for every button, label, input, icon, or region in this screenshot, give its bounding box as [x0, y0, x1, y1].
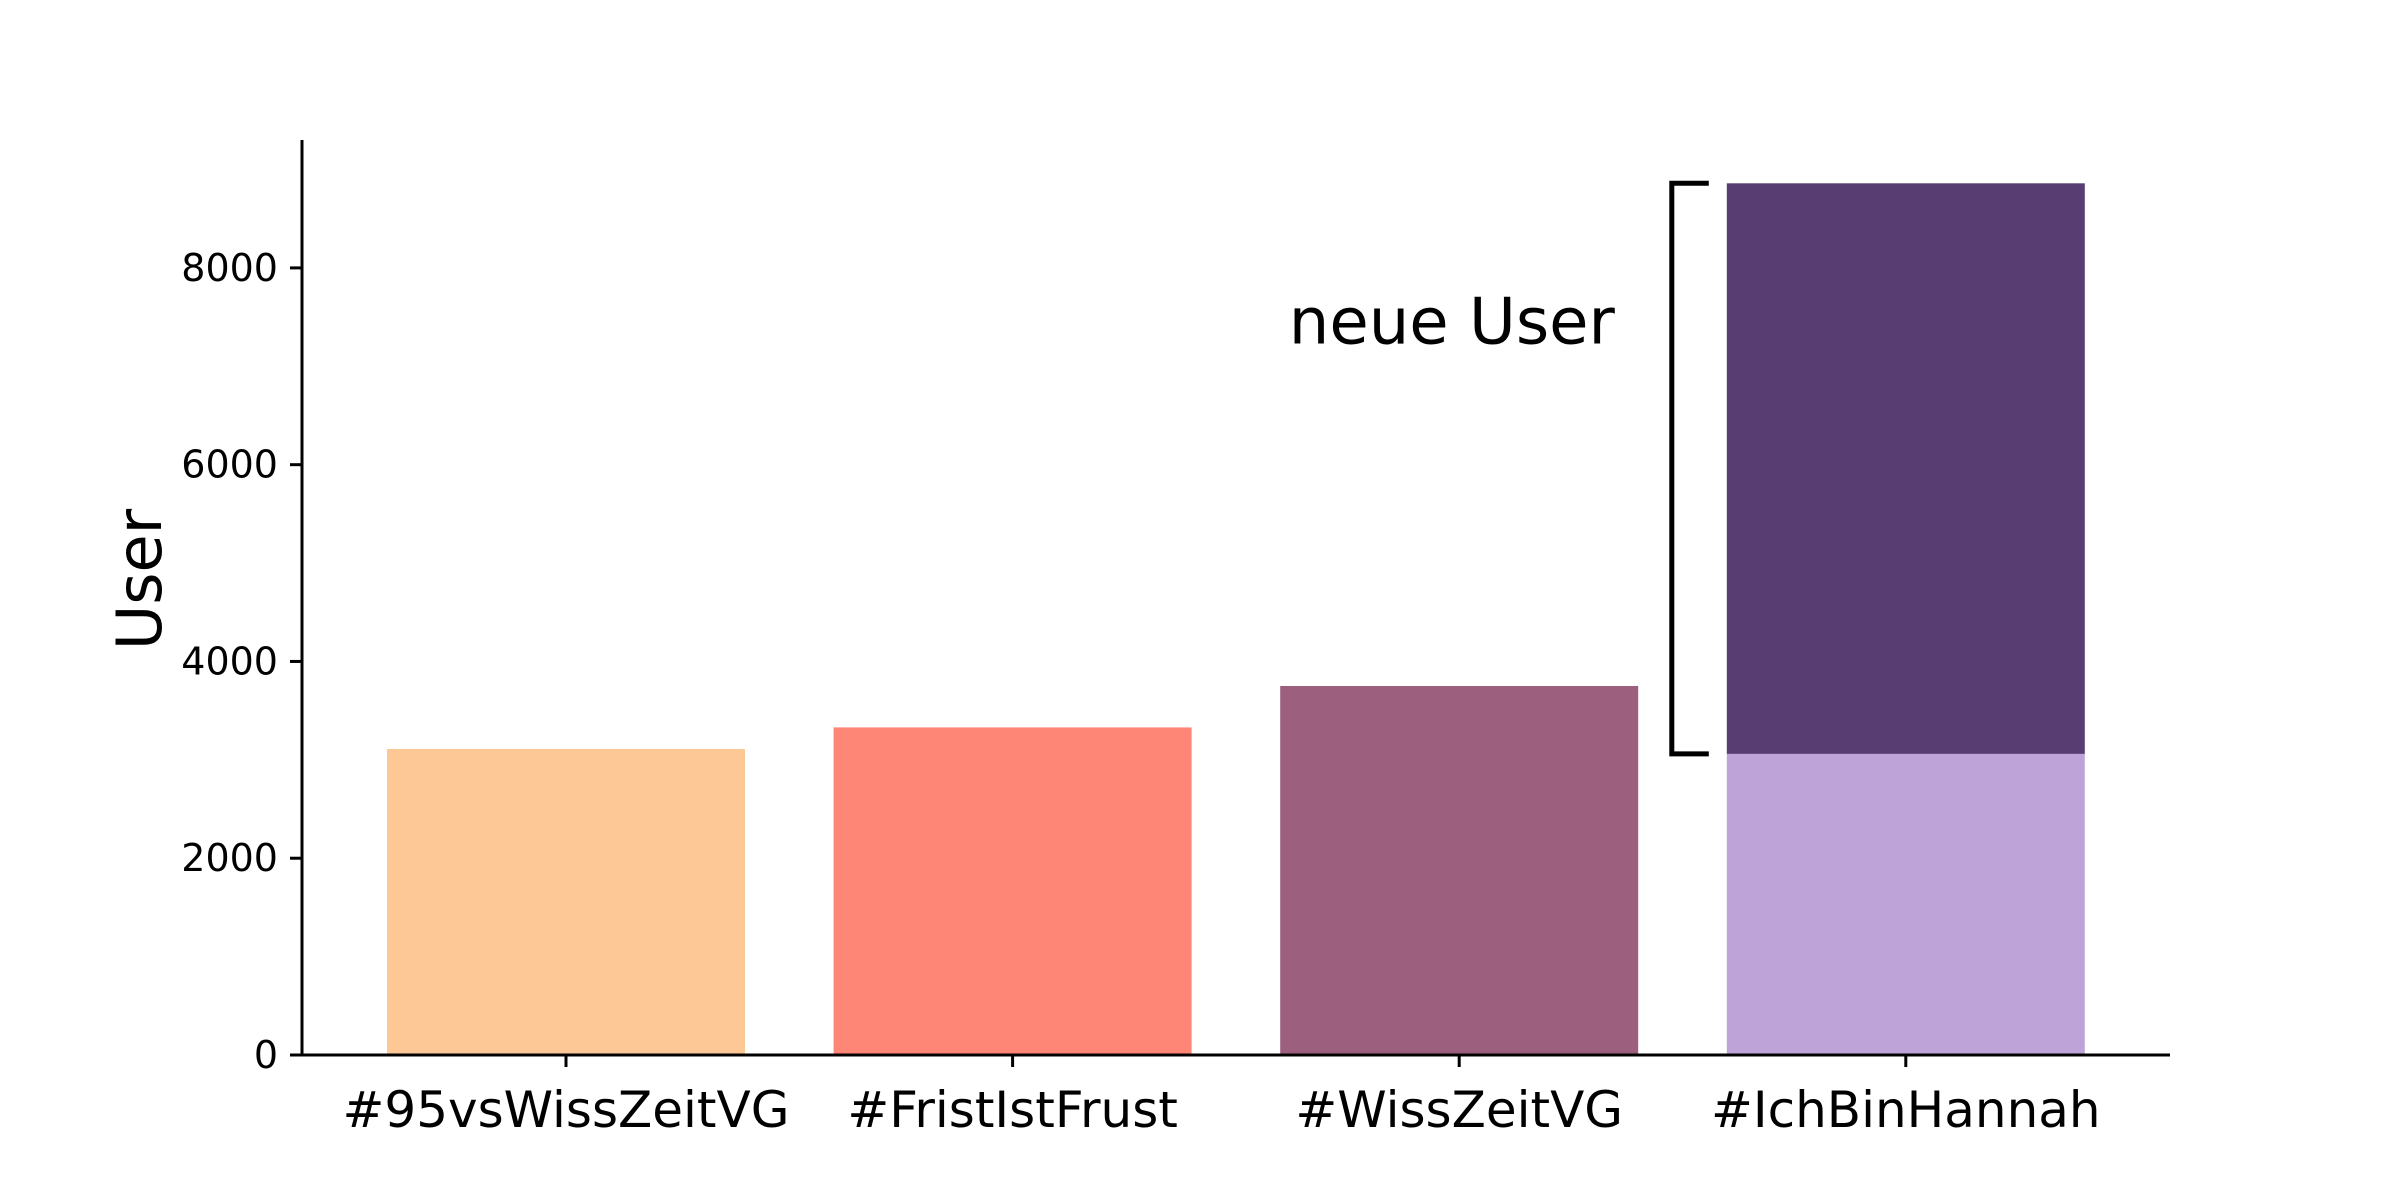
bar-stack-4: [1726, 183, 2085, 754]
y-tick-label: 6000: [181, 443, 278, 487]
x-ticks: #95vsWissZeitVG #FristIstFrust #WissZeitVG…: [343, 1055, 2101, 1139]
bar-base-3: [1280, 686, 1639, 1055]
x-tick-label: #95vsWissZeitVG: [343, 1081, 790, 1139]
bar-base-1: [387, 749, 745, 1055]
bars-layer: [387, 183, 2085, 1055]
y-tick-label: 8000: [181, 246, 278, 290]
bar-base-2: [833, 727, 1192, 1055]
y-tick-label: 2000: [181, 836, 278, 880]
x-tick-label: #WissZeitVG: [1295, 1081, 1623, 1139]
annotation-layer: neue User: [1289, 180, 1709, 757]
axes-layer: [300, 140, 2170, 1057]
annotation-label: neue User: [1289, 286, 1616, 360]
y-ticks: 0 2000 4000 6000 8000: [181, 246, 302, 1077]
bar-base-4: [1726, 753, 2085, 1055]
y-tick-label: 4000: [181, 639, 278, 683]
y-axis-title: User: [103, 508, 176, 650]
annotation-bracket: [1669, 180, 1709, 757]
x-tick-label: #FristIstFrust: [847, 1081, 1178, 1139]
x-tick-label: #IchBinHannah: [1711, 1081, 2101, 1139]
y-tick-label: 0: [254, 1033, 278, 1077]
